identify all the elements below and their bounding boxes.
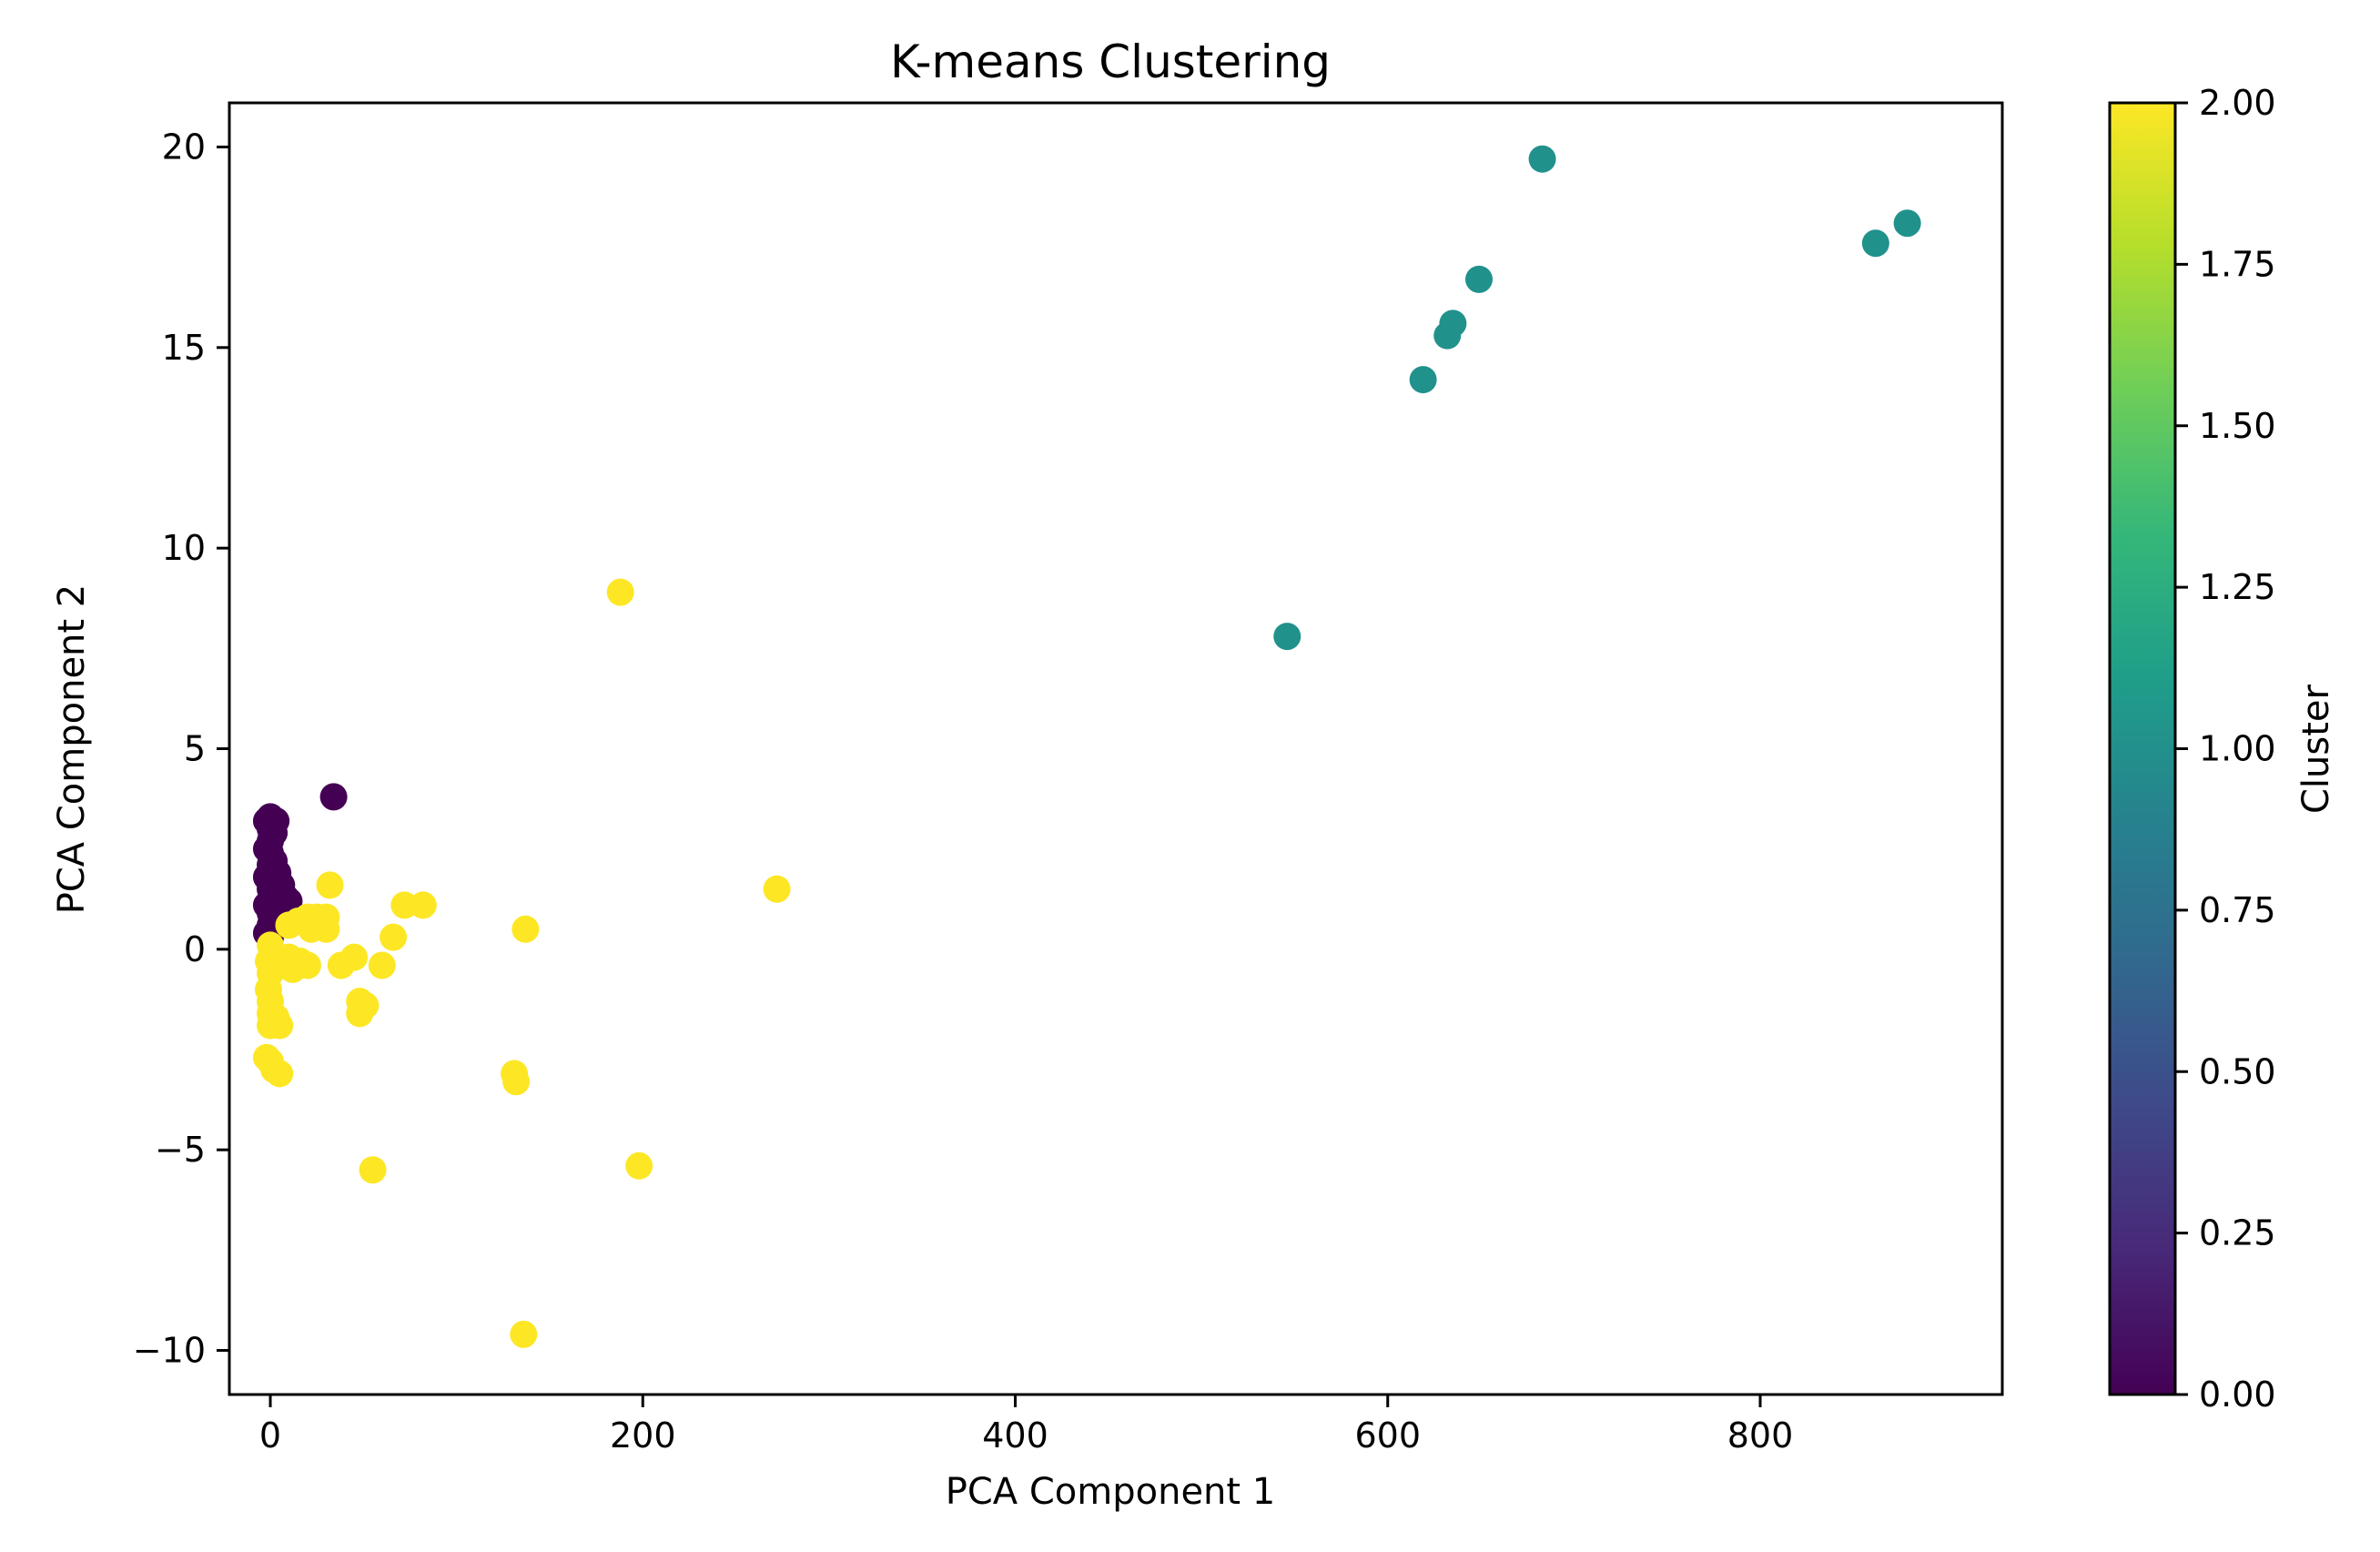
- colorbar-tick-label: 0.00: [2199, 1374, 2276, 1415]
- colorbar-tick-label: 1.25: [2199, 567, 2276, 607]
- colorbar-label: Cluster: [2295, 684, 2337, 814]
- data-point-cluster-1: [1439, 309, 1467, 338]
- colorbar-tick-label: 1.00: [2199, 729, 2276, 769]
- data-point-cluster-2: [359, 1156, 387, 1184]
- x-tick-label: 400: [982, 1415, 1048, 1456]
- x-tick-label: 200: [610, 1415, 676, 1456]
- y-tick-label: −10: [133, 1331, 206, 1371]
- data-point-cluster-2: [606, 578, 634, 606]
- data-point-cluster-2: [279, 955, 307, 983]
- data-point-cluster-2: [298, 915, 326, 943]
- data-point-cluster-1: [1528, 145, 1556, 173]
- data-point-cluster-2: [351, 991, 380, 1019]
- colorbar-gradient: [2110, 103, 2175, 1395]
- data-point-cluster-2: [266, 1060, 294, 1088]
- y-tick-label: 20: [162, 127, 206, 167]
- data-point-cluster-2: [511, 915, 540, 943]
- y-tick-label: 15: [162, 328, 206, 368]
- data-point-cluster-2: [368, 951, 396, 979]
- data-point-cluster-2: [340, 943, 369, 971]
- data-point-cluster-2: [763, 875, 791, 903]
- colorbar-tick-label: 2.00: [2199, 83, 2276, 123]
- data-point-cluster-0: [262, 806, 290, 835]
- data-point-cluster-2: [510, 1320, 538, 1348]
- y-tick-label: 10: [162, 528, 206, 568]
- colorbar: 0.00 0.25 0.50 0.75 1.00 1.25 1.50 1.75 2.00: [2108, 83, 2276, 1415]
- x-tick-label: 800: [1727, 1415, 1794, 1456]
- y-tick-label: 0: [184, 929, 206, 969]
- data-points: [252, 145, 1921, 1348]
- plot-axes: 0 200 400 600 800 −10 −5 0 5 10 15 20: [133, 101, 2004, 1456]
- colorbar-tick-label: 1.75: [2199, 244, 2276, 284]
- data-point-cluster-1: [1465, 265, 1494, 293]
- y-tick-label: 5: [184, 729, 206, 769]
- colorbar-tick-label: 0.25: [2199, 1213, 2276, 1253]
- x-tick-label: 0: [259, 1415, 281, 1456]
- data-point-cluster-2: [316, 871, 344, 899]
- colorbar-tick-label: 0.50: [2199, 1051, 2276, 1091]
- x-axis-label: PCA Component 1: [946, 1471, 1276, 1513]
- data-point-cluster-1: [1273, 623, 1301, 651]
- data-point-cluster-2: [380, 923, 408, 951]
- data-point-cluster-2: [502, 1068, 531, 1096]
- data-point-cluster-2: [409, 891, 437, 919]
- data-point-cluster-1: [1409, 366, 1437, 394]
- colorbar-tick-label: 1.50: [2199, 406, 2276, 446]
- y-axis-label: PCA Component 2: [51, 584, 93, 915]
- data-point-cluster-1: [1893, 209, 1921, 238]
- data-point-cluster-2: [625, 1151, 653, 1180]
- chart-title: K-means Clustering: [890, 36, 1331, 88]
- data-point-cluster-1: [1861, 229, 1889, 258]
- data-point-cluster-0: [319, 783, 348, 811]
- plot-frame: [228, 101, 2004, 1396]
- x-tick-label: 600: [1354, 1415, 1421, 1456]
- y-tick-label: −5: [155, 1130, 206, 1170]
- colorbar-tick-label: 0.75: [2199, 890, 2276, 930]
- data-point-cluster-2: [266, 1011, 294, 1040]
